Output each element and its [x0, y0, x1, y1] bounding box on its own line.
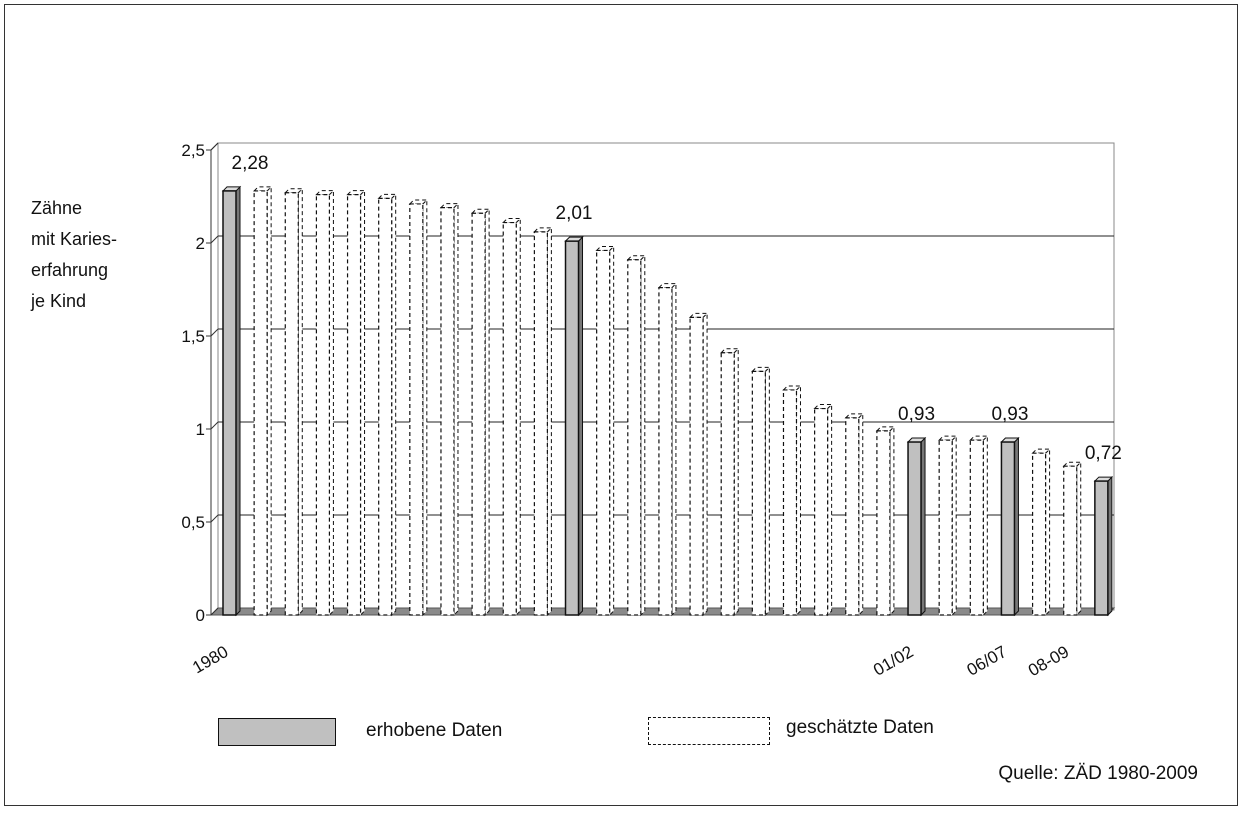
bar-estimated — [969, 439, 984, 616]
bar-estimated — [658, 287, 673, 616]
bar-estimated — [502, 221, 517, 616]
bar-measured — [907, 441, 922, 616]
bar-estimated — [471, 212, 486, 616]
legend-label-measured: erhobene Daten — [366, 720, 503, 741]
bar-estimated — [596, 249, 611, 616]
bar-measured — [222, 190, 237, 616]
bar-estimated — [845, 417, 860, 616]
legend-swatch-measured — [218, 718, 336, 746]
y-axis-label: Zähne mit Karies- erfahrung je Kind — [31, 193, 117, 317]
y-tick-depth — [210, 607, 219, 616]
bar-side-estimated — [889, 425, 895, 617]
y-axis-label-line: erfahrung — [31, 260, 109, 280]
legend-label-estimated: geschätzte Daten — [786, 717, 934, 738]
bar-estimated — [689, 316, 704, 616]
data-label: 0,93 — [991, 404, 1028, 425]
bar-estimated — [720, 352, 735, 616]
x-tick-label: 01/02 — [870, 642, 916, 680]
y-tick-depth — [210, 421, 219, 430]
bar-side-estimated — [951, 434, 957, 617]
data-label: 0,93 — [898, 404, 935, 425]
y-tick-depth — [210, 328, 219, 337]
bar-estimated — [1031, 452, 1047, 616]
bar-estimated — [253, 190, 268, 616]
bar-estimated — [814, 407, 829, 616]
bar-estimated — [627, 259, 642, 616]
data-label: 2,28 — [232, 153, 269, 174]
y-axis-label-line: Zähne — [31, 198, 83, 218]
y-tick-label: 1,5 — [181, 327, 205, 346]
bar-measured — [564, 240, 580, 616]
bar-side-estimated — [982, 434, 988, 617]
y-tick-depth — [210, 235, 219, 244]
bar-estimated — [938, 439, 953, 616]
bar-estimated — [440, 207, 455, 616]
x-tick-label: 08-09 — [1025, 642, 1072, 680]
y-tick-label: 2 — [196, 234, 205, 253]
bar-side-estimated — [671, 282, 677, 617]
bar-estimated — [346, 194, 362, 616]
bar-side-estimated — [702, 312, 708, 617]
bar-side-estimated — [266, 185, 272, 617]
y-tick-depth — [210, 142, 219, 151]
bar-estimated — [409, 203, 424, 616]
bar-measured — [1000, 441, 1016, 616]
bar-estimated — [751, 370, 766, 616]
y-tick-depth — [210, 514, 219, 523]
source-note: Quelle: ZÄD 1980-2009 — [998, 763, 1198, 784]
y-tick-label: 0,5 — [181, 513, 205, 532]
x-tick-label: 06/07 — [964, 642, 1010, 680]
y-tick-label: 2,5 — [181, 141, 205, 160]
bar-estimated — [533, 231, 548, 616]
data-label: 0,72 — [1085, 443, 1122, 464]
bar-estimated — [284, 192, 299, 616]
bar-estimated — [315, 194, 331, 616]
x-tick-label: 1980 — [189, 642, 231, 677]
bar-measured — [1094, 480, 1109, 616]
bar-estimated — [378, 197, 393, 616]
legend-swatch-estimated — [648, 717, 770, 745]
bar-estimated — [782, 389, 798, 616]
y-axis-label-line: mit Karies- — [31, 229, 118, 249]
data-label: 2,01 — [556, 203, 593, 224]
bar-side-estimated — [640, 254, 646, 617]
bar-side-estimated — [827, 403, 833, 617]
y-tick-label: 0 — [196, 606, 205, 625]
bar-side-estimated — [858, 412, 864, 617]
bar-estimated — [1063, 465, 1078, 616]
chart-frame — [4, 4, 1238, 806]
y-tick-label: 1 — [196, 420, 205, 439]
bar-estimated — [876, 430, 891, 616]
y-axis-label-line: je Kind — [31, 291, 87, 311]
bar-side-estimated — [546, 226, 552, 617]
